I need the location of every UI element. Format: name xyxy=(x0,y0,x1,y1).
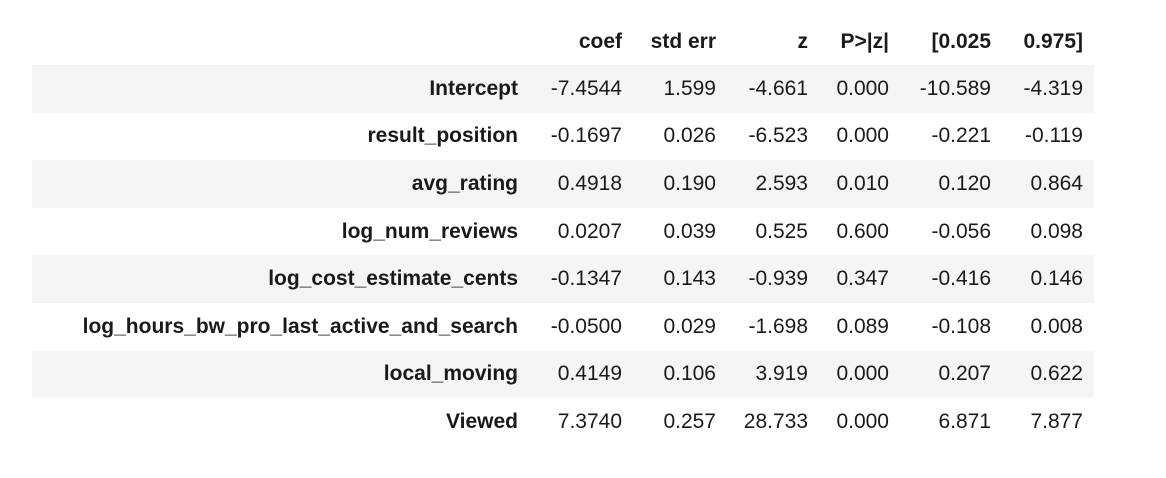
row-label: Intercept xyxy=(429,76,518,100)
cell-coef: -0.1347 xyxy=(550,267,622,291)
row-label: log_num_reviews xyxy=(341,219,518,243)
table-body: Intercept -7.4544 1.599 -4.661 0.000 -10… xyxy=(32,65,1094,446)
cell-std-err: 0.143 xyxy=(663,267,716,291)
table-row: log_cost_estimate_cents -0.1347 0.143 -0… xyxy=(32,255,1094,303)
cell-p-value: 0.000 xyxy=(836,362,889,386)
table-header: coef std err z P>|z| [0.025 0.975] xyxy=(32,18,1094,65)
cell-std-err: 0.190 xyxy=(663,171,716,195)
cell-z: -4.661 xyxy=(748,76,808,100)
cell-std-err: 0.026 xyxy=(663,124,716,148)
cell-coef: 0.4918 xyxy=(557,171,622,195)
cell-coef: 0.4149 xyxy=(557,362,622,386)
cell-ci-upper: 0.146 xyxy=(1030,267,1083,291)
cell-ci-upper: -4.319 xyxy=(1023,76,1083,100)
cell-coef: -7.4544 xyxy=(550,76,622,100)
table-row: Intercept -7.4544 1.599 -4.661 0.000 -10… xyxy=(32,65,1094,113)
cell-z: -1.698 xyxy=(748,314,808,338)
cell-std-err: 0.029 xyxy=(663,314,716,338)
header-coef: coef xyxy=(578,29,622,53)
regression-results-table-container: coef std err z P>|z| [0.025 0.975] Inter… xyxy=(32,18,1094,446)
cell-ci-lower: -0.056 xyxy=(931,219,991,243)
cell-p-value: 0.089 xyxy=(836,314,889,338)
cell-ci-upper: 0.008 xyxy=(1030,314,1083,338)
table-row: local_moving 0.4149 0.106 3.919 0.000 0.… xyxy=(32,350,1094,399)
table-row: Viewed 7.3740 0.257 28.733 0.000 6.871 7… xyxy=(32,398,1094,446)
header-row: coef std err z P>|z| [0.025 0.975] xyxy=(32,18,1094,65)
cell-std-err: 0.106 xyxy=(663,362,716,386)
cell-ci-upper: -0.119 xyxy=(1025,124,1083,148)
header-ci-lower: [0.025 xyxy=(931,29,991,53)
table-row: log_num_reviews 0.0207 0.039 0.525 0.600… xyxy=(32,207,1094,256)
table-row: avg_rating 0.4918 0.190 2.593 0.010 0.12… xyxy=(32,160,1094,208)
cell-p-value: 0.000 xyxy=(836,124,889,148)
cell-ci-upper: 0.622 xyxy=(1030,362,1083,386)
table-row: result_position -0.1697 0.026 -6.523 0.0… xyxy=(32,112,1094,161)
cell-ci-lower: -0.416 xyxy=(931,267,991,291)
cell-std-err: 0.257 xyxy=(663,409,716,433)
cell-z: 3.919 xyxy=(755,362,808,386)
row-label: result_position xyxy=(367,124,518,148)
cell-ci-lower: -10.589 xyxy=(919,76,991,100)
cell-coef: 7.3740 xyxy=(557,409,622,433)
cell-ci-upper: 0.098 xyxy=(1030,219,1083,243)
cell-std-err: 0.039 xyxy=(663,219,716,243)
header-z: z xyxy=(797,29,809,53)
cell-coef: 0.0207 xyxy=(557,219,622,243)
cell-p-value: 0.600 xyxy=(836,219,889,243)
cell-coef: -0.1697 xyxy=(550,124,622,148)
row-label: local_moving xyxy=(383,362,518,386)
cell-ci-upper: 7.877 xyxy=(1030,409,1083,433)
cell-ci-upper: 0.864 xyxy=(1030,171,1083,195)
row-label: Viewed xyxy=(446,409,518,433)
regression-results-table: coef std err z P>|z| [0.025 0.975] Inter… xyxy=(32,18,1094,446)
header-p-value: P>|z| xyxy=(840,29,889,53)
cell-std-err: 1.599 xyxy=(663,76,716,100)
cell-z: -6.523 xyxy=(748,124,808,148)
header-ci-upper: 0.975] xyxy=(1023,29,1083,53)
header-std-err: std err xyxy=(650,29,716,53)
cell-p-value: 0.000 xyxy=(836,409,889,433)
cell-z: -0.939 xyxy=(748,267,808,291)
row-label: avg_rating xyxy=(411,171,518,195)
cell-ci-lower: 0.120 xyxy=(938,171,991,195)
cell-z: 2.593 xyxy=(755,171,808,195)
row-label: log_hours_bw_pro_last_active_and_search xyxy=(82,314,518,338)
cell-p-value: 0.347 xyxy=(836,267,889,291)
cell-ci-lower: -0.108 xyxy=(931,314,991,338)
cell-ci-lower: 0.207 xyxy=(938,362,991,386)
cell-p-value: 0.010 xyxy=(836,171,889,195)
table-row: log_hours_bw_pro_last_active_and_search … xyxy=(32,302,1094,351)
header-index xyxy=(32,18,529,65)
cell-p-value: 0.000 xyxy=(836,76,889,100)
row-label: log_cost_estimate_cents xyxy=(268,267,518,291)
cell-coef: -0.0500 xyxy=(550,314,622,338)
cell-ci-lower: -0.221 xyxy=(931,124,991,148)
cell-z: 0.525 xyxy=(755,219,808,243)
cell-ci-lower: 6.871 xyxy=(938,409,991,433)
cell-z: 28.733 xyxy=(743,409,808,433)
